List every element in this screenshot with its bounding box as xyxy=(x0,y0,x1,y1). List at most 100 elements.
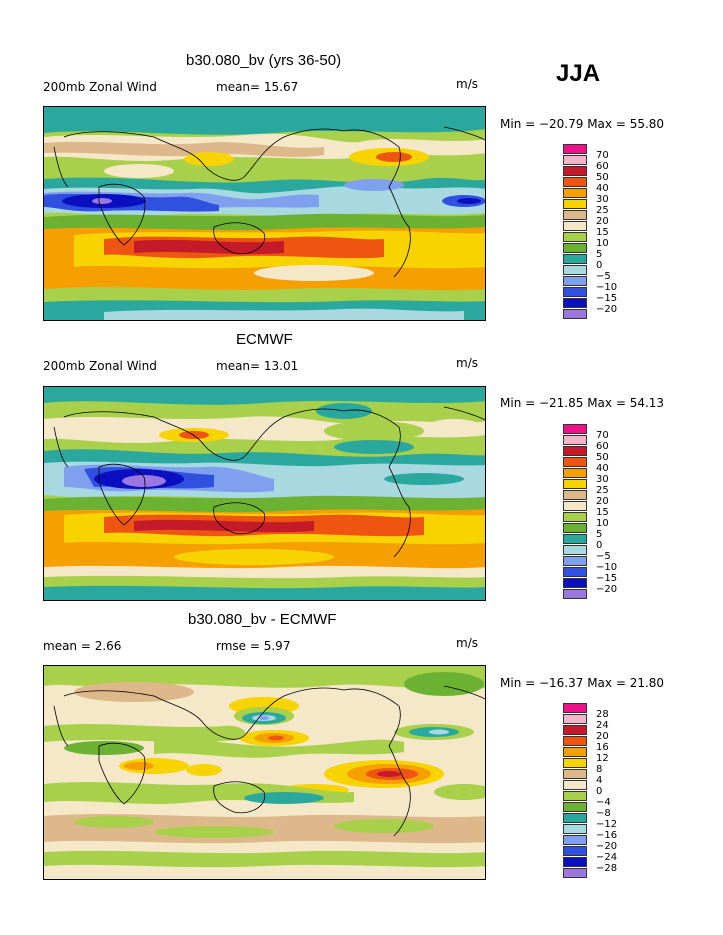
colorbar-swatch xyxy=(563,780,587,790)
colorbar-tick-label: −28 xyxy=(596,863,618,874)
colorbar-swatch xyxy=(563,424,587,434)
colorbar-swatch xyxy=(563,758,587,768)
panel-3-rmse: rmse = 5.97 xyxy=(216,639,291,653)
colorbar-swatch xyxy=(563,857,587,867)
colorbar-swatch xyxy=(563,556,587,566)
colorbar-tick-label: 24 xyxy=(596,720,609,731)
colorbar-swatch xyxy=(563,578,587,588)
colorbar-tick-label: 20 xyxy=(596,731,609,742)
colorbar-tick-label: 5 xyxy=(596,529,603,540)
colorbar-swatch xyxy=(563,835,587,845)
colorbar-tick-label: −10 xyxy=(596,282,618,293)
colorbar-tick-label: 20 xyxy=(596,216,609,227)
colorbar-swatch xyxy=(563,309,587,319)
colorbar-swatch xyxy=(563,868,587,878)
panel-3-title: b30.080_bv - ECMWF xyxy=(188,611,337,628)
panel-1-variable-label: 200mb Zonal Wind xyxy=(43,80,157,94)
colorbar-tick-label: 60 xyxy=(596,161,609,172)
colorbar-tick-label: 30 xyxy=(596,474,609,485)
colorbar-swatch xyxy=(563,287,587,297)
colorbar-tick-label: 0 xyxy=(596,540,603,551)
panel-2-variable-label: 200mb Zonal Wind xyxy=(43,359,157,373)
colorbar-tick-label: 20 xyxy=(596,496,609,507)
colorbar-swatch xyxy=(563,490,587,500)
colorbar-tick-label: 15 xyxy=(596,227,609,238)
colorbar-swatch xyxy=(563,769,587,779)
colorbar-swatch xyxy=(563,747,587,757)
colorbar-swatch xyxy=(563,813,587,823)
colorbar-swatch xyxy=(563,210,587,220)
colorbar-tick-label: 25 xyxy=(596,485,609,496)
colorbar-swatch xyxy=(563,446,587,456)
colorbar-swatch xyxy=(563,188,587,198)
colorbar-swatch xyxy=(563,534,587,544)
colorbar-tick-label: −10 xyxy=(596,562,618,573)
colorbar-tick-label: −5 xyxy=(596,551,611,562)
colorbar-swatch xyxy=(563,703,587,713)
colorbar-swatch xyxy=(563,166,587,176)
colorbar-tick-label: 28 xyxy=(596,709,609,720)
colorbar-swatch xyxy=(563,479,587,489)
colorbar-swatch xyxy=(563,725,587,735)
colorbar-swatch xyxy=(563,221,587,231)
colorbar-swatch xyxy=(563,545,587,555)
colorbar-tick-label: 16 xyxy=(596,742,609,753)
panel-3-minmax: Min = −16.37 Max = 21.80 xyxy=(500,676,665,690)
colorbar-tick-label: −20 xyxy=(596,584,618,595)
colorbar-tick-label: 40 xyxy=(596,183,609,194)
colorbar-swatch xyxy=(563,435,587,445)
colorbar-swatch xyxy=(563,177,587,187)
panel-3-units: m/s xyxy=(456,636,478,650)
colorbar-tick-label: −24 xyxy=(596,852,618,863)
colorbar-swatch xyxy=(563,144,587,154)
colorbar-tick-label: 70 xyxy=(596,430,609,441)
colorbar-tick-label: −20 xyxy=(596,841,618,852)
colorbar-tick-label: −16 xyxy=(596,830,618,841)
colorbar-tick-label: 10 xyxy=(596,518,609,529)
colorbar-tick-label: −4 xyxy=(596,797,611,808)
colorbar-tick-label: −15 xyxy=(596,573,618,584)
colorbar-tick-label: 4 xyxy=(596,775,603,786)
colorbar-tick-label: 40 xyxy=(596,463,609,474)
colorbar-tick-label: 30 xyxy=(596,194,609,205)
colorbar-swatch xyxy=(563,155,587,165)
colorbar-swatch xyxy=(563,512,587,522)
colorbar-swatch xyxy=(563,232,587,242)
panel-1-map xyxy=(43,106,486,321)
colorbar-swatch xyxy=(563,846,587,856)
panel-1-units: m/s xyxy=(456,77,478,91)
panel-3-mean: mean = 2.66 xyxy=(43,639,122,653)
colorbar-swatch xyxy=(563,298,587,308)
colorbar-swatch xyxy=(563,501,587,511)
panel-2-mean: mean= 13.01 xyxy=(216,359,299,373)
panel-1-minmax: Min = −20.79 Max = 55.80 xyxy=(500,117,665,131)
colorbar-tick-label: −12 xyxy=(596,819,618,830)
colorbar-swatch xyxy=(563,276,587,286)
colorbar-swatch xyxy=(563,791,587,801)
colorbar-tick-label: 50 xyxy=(596,452,609,463)
panel-2-minmax: Min = −21.85 Max = 54.13 xyxy=(500,396,665,410)
colorbar-swatch xyxy=(563,567,587,577)
panel-1-title: b30.080_bv (yrs 36-50) xyxy=(186,52,342,69)
colorbar-swatch xyxy=(563,199,587,209)
colorbar-swatch xyxy=(563,824,587,834)
colorbar-tick-label: 50 xyxy=(596,172,609,183)
colorbar-swatch xyxy=(563,736,587,746)
colorbar-tick-label: 15 xyxy=(596,507,609,518)
colorbar-swatch xyxy=(563,802,587,812)
colorbar-tick-label: −5 xyxy=(596,271,611,282)
season-label: JJA xyxy=(556,60,601,87)
colorbar-swatch xyxy=(563,254,587,264)
colorbar-tick-label: −15 xyxy=(596,293,618,304)
colorbar-swatch xyxy=(563,589,587,599)
colorbar-tick-label: 70 xyxy=(596,150,609,161)
colorbar-tick-label: 0 xyxy=(596,260,603,271)
colorbar-swatch xyxy=(563,243,587,253)
colorbar-tick-label: −20 xyxy=(596,304,618,315)
colorbar-swatch xyxy=(563,265,587,275)
colorbar-tick-label: 60 xyxy=(596,441,609,452)
panel-2-units: m/s xyxy=(456,356,478,370)
colorbar-tick-label: 8 xyxy=(596,764,603,775)
panel-3-map xyxy=(43,665,486,880)
colorbar-tick-label: 5 xyxy=(596,249,603,260)
